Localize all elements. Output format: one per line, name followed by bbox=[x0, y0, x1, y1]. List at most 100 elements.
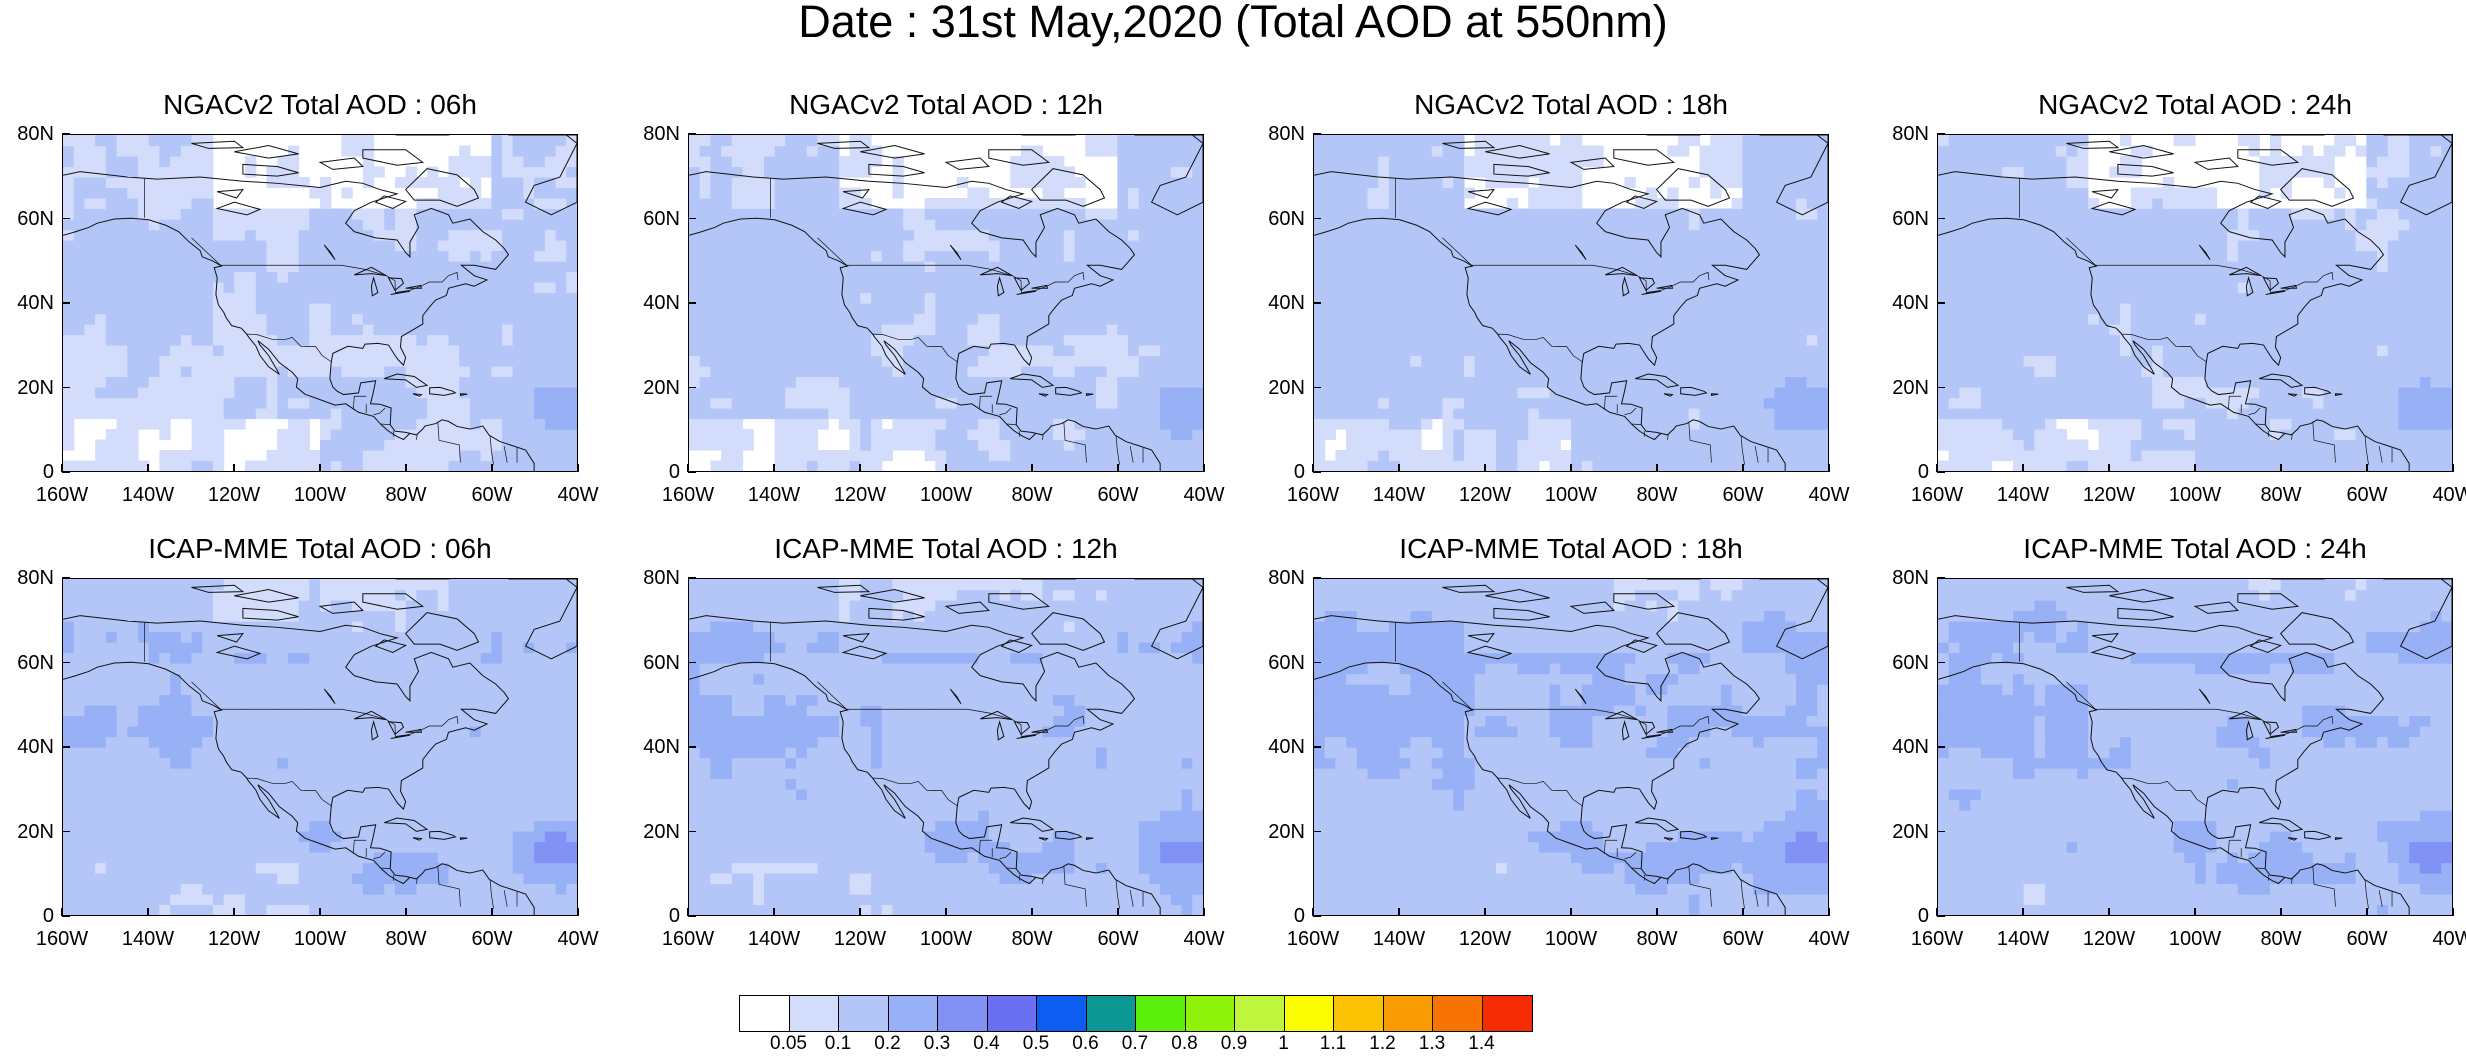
lat-tickmark bbox=[1937, 915, 1945, 917]
lon-tick-label: 140W bbox=[747, 928, 801, 950]
aod-grid bbox=[1314, 579, 1828, 915]
lon-tick-label: 40W bbox=[1808, 928, 1850, 950]
lon-tickmark bbox=[147, 908, 149, 916]
lon-tick-label: 120W bbox=[207, 484, 261, 506]
lon-tick-label: 120W bbox=[2082, 928, 2136, 950]
lat-tick-label: 80N bbox=[1892, 567, 1929, 589]
panel-title-4: NGACv2 Total AOD : 24h bbox=[2038, 89, 2352, 120]
lon-tick-label: 40W bbox=[1183, 928, 1225, 950]
lat-tick-label: 40N bbox=[643, 292, 680, 314]
lon-tickmark bbox=[1203, 908, 1205, 916]
lat-tickmark bbox=[62, 746, 70, 748]
coastlines bbox=[689, 579, 1203, 915]
colorbar-swatch bbox=[1383, 996, 1433, 1031]
lat-tickmark bbox=[1937, 217, 1945, 220]
colorbar-label: 1.3 bbox=[1418, 1033, 1446, 1054]
coastlines bbox=[1938, 579, 2452, 915]
lat-tick-label: 20N bbox=[1892, 376, 1929, 399]
lon-tickmark bbox=[1117, 908, 1119, 916]
coastlines bbox=[1314, 135, 1828, 471]
lon-tick-label: 80W bbox=[385, 484, 427, 506]
aod-map-panel bbox=[688, 134, 1204, 472]
lat-tickmark bbox=[62, 830, 70, 833]
aod-map-panel bbox=[62, 134, 578, 472]
lon-tick-label: 40W bbox=[2432, 928, 2466, 950]
aod-grid bbox=[1314, 135, 1828, 471]
lon-tickmark bbox=[147, 464, 149, 472]
lat-tick-label: 0 bbox=[1293, 905, 1305, 927]
lat-tickmark bbox=[62, 386, 70, 389]
lon-tick-label: 60W bbox=[471, 484, 513, 506]
lon-tick-label: 60W bbox=[2346, 928, 2388, 950]
lon-tick-label: 160W bbox=[1286, 484, 1340, 506]
lon-tickmark bbox=[1203, 464, 1205, 472]
lon-tick-label: 140W bbox=[1996, 484, 2050, 506]
lat-tick-label: 20N bbox=[1268, 376, 1305, 399]
lat-tickmark bbox=[688, 133, 696, 135]
lon-tickmark bbox=[1828, 464, 1830, 472]
lon-tickmark bbox=[405, 908, 407, 916]
lon-tick-label: 80W bbox=[2260, 928, 2302, 950]
lon-tick-label: 60W bbox=[1722, 484, 1764, 506]
lon-tick-label: 120W bbox=[207, 928, 261, 950]
lat-tickmark bbox=[62, 133, 70, 135]
aod-field bbox=[689, 135, 1203, 471]
lon-tick-label: 40W bbox=[1183, 484, 1225, 506]
lat-tickmark bbox=[1313, 217, 1321, 220]
lat-tick-label: 0 bbox=[1293, 461, 1305, 483]
colorbar-swatch bbox=[740, 996, 790, 1031]
lon-tickmark bbox=[2280, 908, 2282, 916]
panel-title-5: ICAP-MME Total AOD : 06h bbox=[148, 533, 492, 564]
colorbar-swatch bbox=[839, 996, 889, 1031]
lat-tick-label: 60N bbox=[1268, 207, 1305, 230]
lon-tickmark bbox=[2194, 464, 2196, 472]
panel-title-2: NGACv2 Total AOD : 12h bbox=[789, 89, 1103, 120]
lon-tick-label: 120W bbox=[1458, 928, 1512, 950]
lat-tickmark bbox=[688, 386, 696, 389]
lon-tickmark bbox=[2366, 908, 2368, 916]
lat-tick-label: 80N bbox=[1892, 123, 1929, 145]
lon-tickmark bbox=[1484, 464, 1486, 472]
colorbar-label: 1.2 bbox=[1369, 1033, 1396, 1054]
aod-map-panel bbox=[688, 578, 1204, 916]
colorbar-swatch bbox=[1037, 996, 1087, 1031]
lon-tick-label: 160W bbox=[1910, 484, 1964, 506]
colorbar bbox=[739, 995, 1533, 1032]
colorbar-swatch bbox=[1086, 996, 1136, 1031]
lon-tickmark bbox=[1656, 908, 1658, 916]
colorbar-label: 0.7 bbox=[1121, 1033, 1149, 1054]
lon-tickmark bbox=[1117, 464, 1119, 472]
lat-tick-label: 20N bbox=[1268, 820, 1305, 843]
lat-tick-label: 40N bbox=[1268, 736, 1305, 758]
lat-tickmark bbox=[62, 661, 70, 664]
lon-tickmark bbox=[859, 464, 861, 472]
lon-tick-label: 120W bbox=[2082, 484, 2136, 506]
lon-tick-label: 80W bbox=[385, 928, 427, 950]
lon-tickmark bbox=[233, 464, 235, 472]
lat-tickmark bbox=[62, 915, 70, 917]
lon-tickmark bbox=[2108, 464, 2110, 472]
lat-tickmark bbox=[1313, 746, 1321, 748]
colorbar-swatch bbox=[1334, 996, 1384, 1031]
lon-tickmark bbox=[2452, 908, 2454, 916]
lat-tick-label: 40N bbox=[1892, 292, 1929, 314]
lat-tickmark bbox=[1313, 133, 1321, 135]
lat-tick-label: 60N bbox=[17, 651, 54, 674]
lat-tick-label: 40N bbox=[643, 736, 680, 758]
lat-tick-label: 20N bbox=[643, 376, 680, 399]
lon-tick-label: 160W bbox=[661, 928, 715, 950]
lon-tick-label: 40W bbox=[557, 484, 599, 506]
lon-tickmark bbox=[577, 464, 579, 472]
lat-tick-label: 40N bbox=[17, 292, 54, 314]
lon-tickmark bbox=[1570, 908, 1572, 916]
lat-tick-label: 60N bbox=[17, 207, 54, 230]
lat-tickmark bbox=[62, 302, 70, 304]
lon-tickmark bbox=[773, 464, 775, 472]
colorbar-swatch bbox=[888, 996, 938, 1031]
lon-tickmark bbox=[2452, 464, 2454, 472]
aod-field bbox=[1314, 579, 1828, 915]
lat-tickmark bbox=[1937, 471, 1945, 473]
lat-tickmark bbox=[62, 217, 70, 220]
lon-tick-label: 100W bbox=[2168, 928, 2222, 950]
panel-title-6: ICAP-MME Total AOD : 12h bbox=[774, 533, 1118, 564]
